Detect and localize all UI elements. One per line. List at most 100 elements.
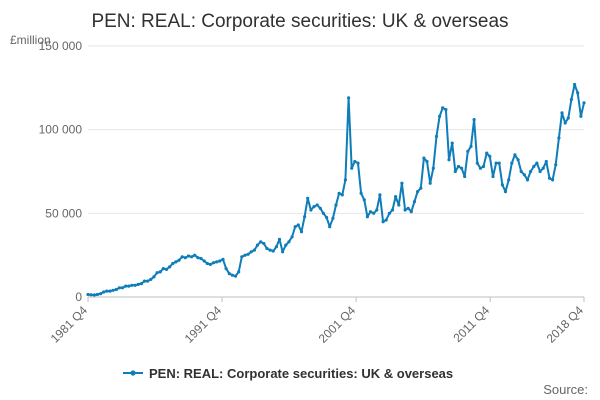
data-point[interactable] bbox=[237, 270, 241, 274]
data-point[interactable] bbox=[560, 111, 564, 115]
data-point[interactable] bbox=[161, 267, 165, 271]
data-point[interactable] bbox=[340, 193, 344, 197]
data-point[interactable] bbox=[337, 191, 341, 195]
data-point[interactable] bbox=[89, 293, 93, 297]
data-point[interactable] bbox=[111, 288, 115, 292]
data-point[interactable] bbox=[403, 208, 407, 212]
data-point[interactable] bbox=[190, 255, 194, 259]
data-point[interactable] bbox=[262, 241, 266, 246]
data-point[interactable] bbox=[233, 274, 238, 278]
data-point[interactable] bbox=[488, 154, 492, 158]
data-point[interactable] bbox=[177, 258, 181, 262]
data-point[interactable] bbox=[174, 260, 178, 264]
data-point[interactable] bbox=[497, 161, 501, 165]
data-point[interactable] bbox=[522, 173, 527, 177]
data-point[interactable] bbox=[450, 141, 454, 145]
data-point[interactable] bbox=[447, 158, 451, 162]
data-point[interactable] bbox=[246, 252, 250, 256]
data-point[interactable] bbox=[208, 262, 212, 266]
data-point[interactable] bbox=[485, 151, 489, 155]
data-point[interactable] bbox=[438, 114, 442, 118]
data-point[interactable] bbox=[532, 164, 536, 169]
data-point[interactable] bbox=[365, 215, 369, 219]
data-point[interactable] bbox=[390, 208, 395, 212]
legend[interactable]: PEN: REAL: Corporate securities: UK & ov… bbox=[123, 366, 453, 381]
data-point[interactable] bbox=[127, 284, 131, 288]
data-point[interactable] bbox=[252, 248, 256, 252]
data-point[interactable] bbox=[296, 223, 300, 227]
data-point[interactable] bbox=[315, 203, 319, 207]
data-point[interactable] bbox=[563, 121, 567, 125]
data-point[interactable] bbox=[368, 210, 373, 214]
data-point[interactable] bbox=[500, 183, 504, 187]
data-point[interactable] bbox=[359, 191, 363, 195]
data-point[interactable] bbox=[268, 248, 272, 252]
data-point[interactable] bbox=[171, 261, 175, 266]
data-point[interactable] bbox=[180, 255, 184, 259]
data-point[interactable] bbox=[265, 246, 269, 251]
data-point[interactable] bbox=[576, 91, 580, 95]
data-point[interactable] bbox=[146, 279, 150, 283]
data-point[interactable] bbox=[193, 253, 197, 257]
data-point[interactable] bbox=[412, 200, 417, 204]
data-point[interactable] bbox=[205, 261, 209, 266]
data-point[interactable] bbox=[356, 161, 360, 165]
data-point[interactable] bbox=[274, 245, 278, 249]
data-point[interactable] bbox=[306, 196, 310, 200]
data-point[interactable] bbox=[547, 176, 552, 180]
data-point[interactable] bbox=[321, 211, 325, 215]
data-point[interactable] bbox=[579, 114, 583, 118]
data-point[interactable] bbox=[293, 225, 297, 229]
data-point[interactable] bbox=[303, 215, 307, 219]
data-point[interactable] bbox=[133, 283, 137, 287]
data-point[interactable] bbox=[513, 153, 517, 157]
data-point[interactable] bbox=[425, 159, 429, 164]
data-point[interactable] bbox=[469, 144, 473, 148]
data-point[interactable] bbox=[158, 270, 162, 274]
data-point[interactable] bbox=[224, 267, 228, 271]
data-point[interactable] bbox=[287, 240, 291, 244]
data-point[interactable] bbox=[343, 178, 347, 182]
data-point[interactable] bbox=[510, 161, 514, 165]
data-point[interactable] bbox=[491, 174, 495, 179]
data-point[interactable] bbox=[481, 164, 486, 169]
data-point[interactable] bbox=[519, 169, 523, 174]
data-point[interactable] bbox=[136, 282, 140, 286]
data-point[interactable] bbox=[419, 186, 423, 190]
data-point[interactable] bbox=[350, 166, 354, 170]
data-point[interactable] bbox=[102, 290, 106, 294]
data-point[interactable] bbox=[535, 161, 539, 165]
data-point[interactable] bbox=[394, 195, 398, 199]
data-point[interactable] bbox=[381, 220, 385, 224]
data-point[interactable] bbox=[149, 277, 153, 281]
data-point[interactable] bbox=[105, 289, 109, 293]
data-point[interactable] bbox=[582, 101, 586, 105]
data-point[interactable] bbox=[463, 174, 467, 179]
data-point[interactable] bbox=[544, 159, 548, 164]
data-point[interactable] bbox=[554, 163, 558, 167]
data-point[interactable] bbox=[139, 282, 143, 286]
data-point[interactable] bbox=[221, 257, 225, 261]
data-point[interactable] bbox=[212, 261, 216, 265]
data-point[interactable] bbox=[525, 178, 530, 182]
data-point[interactable] bbox=[249, 250, 253, 254]
data-point[interactable] bbox=[284, 243, 288, 247]
data-point[interactable] bbox=[400, 181, 404, 185]
data-point[interactable] bbox=[186, 254, 191, 258]
data-point[interactable] bbox=[259, 240, 263, 244]
data-point[interactable] bbox=[529, 169, 533, 174]
data-point[interactable] bbox=[227, 272, 231, 276]
data-point[interactable] bbox=[444, 108, 448, 112]
data-point[interactable] bbox=[557, 136, 561, 140]
data-point[interactable] bbox=[397, 203, 401, 207]
data-point[interactable] bbox=[168, 265, 172, 269]
data-point[interactable] bbox=[422, 156, 426, 160]
data-point[interactable] bbox=[95, 292, 99, 297]
data-point[interactable] bbox=[428, 181, 432, 185]
data-point[interactable] bbox=[375, 208, 379, 212]
data-point[interactable] bbox=[347, 96, 351, 100]
data-point[interactable] bbox=[164, 267, 169, 271]
data-point[interactable] bbox=[255, 243, 260, 247]
data-point[interactable] bbox=[362, 198, 366, 202]
data-point[interactable] bbox=[124, 284, 128, 288]
